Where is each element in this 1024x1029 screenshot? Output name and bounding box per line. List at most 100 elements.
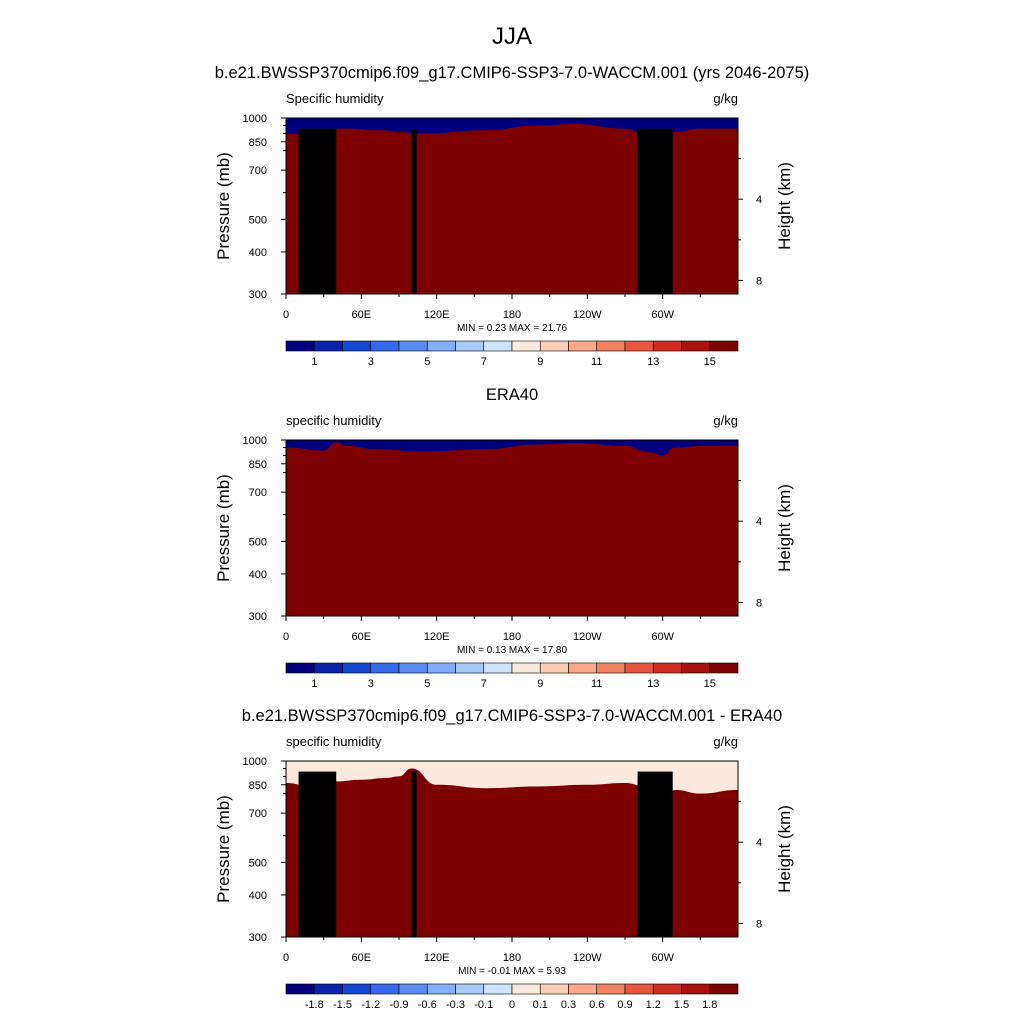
min-max-label: MIN = -0.01 MAX = 5.93 [458,966,566,977]
y-tick-label: 300 [249,932,267,944]
colorbar-swatch [624,983,654,995]
colorbar-swatch [455,662,485,674]
x-tick-label: 0 [283,631,289,643]
main-title: JJA [492,23,532,50]
height-tick-label: 8 [756,918,762,930]
min-max-label: MIN = 0.23 MAX = 21.76 [457,323,567,334]
contour-band-15 [286,768,738,937]
y-tick-label: 300 [249,611,267,623]
x-tick-label: 180 [503,952,521,964]
variable-label: specific humidity [286,413,382,428]
colorbar-label: 9 [537,356,543,368]
field [286,118,738,294]
colorbar-label: -1.8 [305,999,324,1011]
colorbar-swatch [539,983,569,995]
colorbar-label: 1.5 [674,999,689,1011]
colorbar-label: 0.1 [533,999,548,1011]
colorbar-swatch [709,662,739,674]
panel-title: ERA40 [486,386,538,404]
height-tick-label: 4 [756,837,762,849]
colorbar-label: 1 [311,678,317,690]
height-tick-label: 8 [756,275,762,287]
colorbar-swatch [624,662,654,674]
colorbar-label: 1 [311,356,317,368]
field [286,761,738,937]
right-axis-label: Height (km) [775,805,794,893]
colorbar-label: 5 [424,678,430,690]
x-tick-label: 120E [424,631,450,643]
colorbar-swatch [455,983,485,995]
colorbar-label: 7 [481,356,487,368]
variable-label: specific humidity [286,734,382,749]
y-tick-label: 500 [249,857,267,869]
colorbar-swatch [285,340,315,352]
colorbar-label: 0.6 [589,999,604,1011]
colorbar-swatch [652,340,682,352]
x-tick-label: 60W [651,309,674,321]
y-tick-label: 400 [249,569,267,581]
y-axis-label: Pressure (mb) [214,474,233,582]
y-tick-label: 400 [249,247,267,259]
colorbar-label: -0.3 [446,999,465,1011]
y-tick-label: 850 [249,780,267,792]
colorbar-swatch [596,662,626,674]
contour-band-15 [286,124,738,294]
colorbar-swatch [426,983,456,995]
colorbar-swatch [681,983,711,995]
height-tick-label: 4 [756,516,762,528]
units-label: g/kg [713,91,738,106]
colorbar-label: 15 [704,356,716,368]
colorbar-swatch [426,340,456,352]
units-label: g/kg [713,413,738,428]
colorbar-swatch [539,662,569,674]
x-tick-label: 0 [283,952,289,964]
colorbar-label: 1.2 [646,999,661,1011]
colorbar-swatch [483,983,513,995]
colorbar-swatch [624,340,654,352]
topography-mask [637,771,673,937]
panel-title: b.e21.BWSSP370cmip6.f09_g17.CMIP6-SSP3-7… [242,707,782,725]
colorbar-swatch [596,983,626,995]
panel-1: b.e21.BWSSP370cmip6.f09_g17.CMIP6-SSP3-7… [214,64,809,368]
colorbar-swatch [568,340,598,352]
x-tick-label: 60W [651,952,674,964]
colorbar-label: 13 [647,356,659,368]
colorbar-swatch [370,662,400,674]
colorbar-swatch [342,983,372,995]
y-tick-label: 1000 [243,435,267,447]
colorbar-label: -1.2 [361,999,380,1011]
colorbar-swatch [539,340,569,352]
y-tick-label: 500 [249,214,267,226]
topography-mask [637,128,673,294]
y-axis-label: Pressure (mb) [214,152,233,260]
y-tick-label: 400 [249,890,267,902]
colorbar-label: 13 [647,678,659,690]
colorbar-label: 5 [424,356,430,368]
x-tick-label: 120W [573,952,602,964]
colorbar-swatch [709,983,739,995]
colorbar-swatch [511,340,541,352]
colorbar-swatch [652,662,682,674]
y-tick-label: 500 [249,536,267,548]
colorbar-label: 3 [368,678,374,690]
variable-label: Specific humidity [286,91,384,106]
topography-mask [319,141,330,294]
colorbar-swatch [398,983,428,995]
colorbar-swatch [342,662,372,674]
topography-mask [411,771,417,937]
colorbar-label: 15 [704,678,716,690]
height-tick-label: 4 [756,194,762,206]
height-tick-label: 8 [756,597,762,609]
right-axis-label: Height (km) [775,484,794,572]
colorbar-swatch [285,662,315,674]
colorbar-swatch [483,662,513,674]
colorbar-swatch [342,340,372,352]
colorbar-label: 0 [509,999,515,1011]
colorbar-label: -0.6 [418,999,437,1011]
colorbar-swatch [455,340,485,352]
x-tick-label: 180 [503,309,521,321]
min-max-label: MIN = 0.13 MAX = 17.80 [457,645,567,656]
